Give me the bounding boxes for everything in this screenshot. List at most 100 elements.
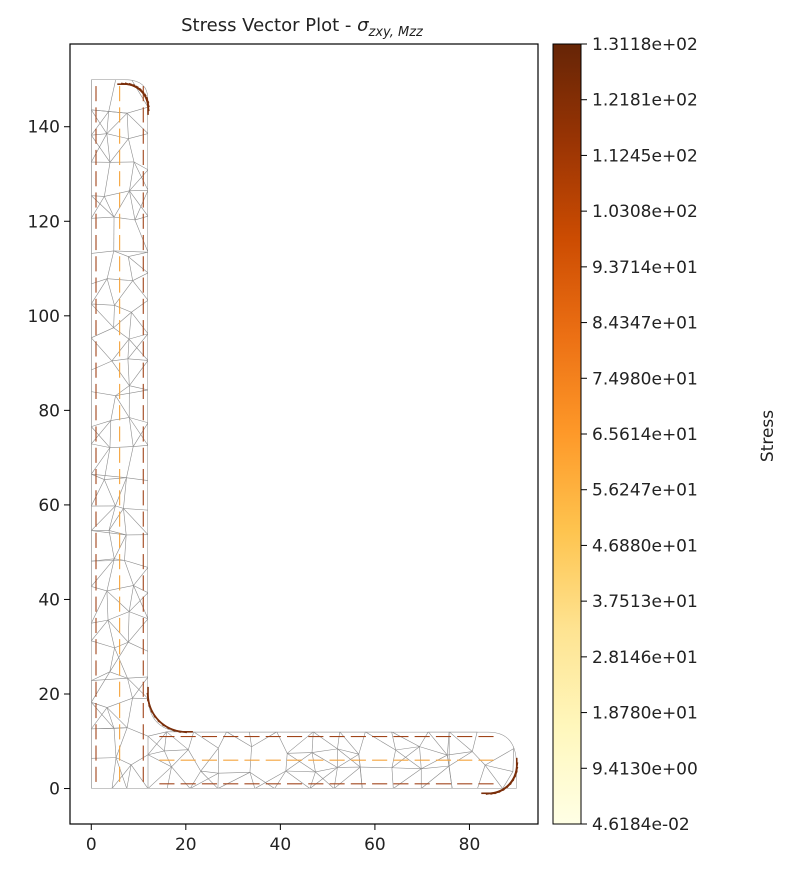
mesh-edge — [127, 339, 130, 359]
mesh-edge — [123, 477, 127, 509]
y-tick-label: 140 — [28, 118, 60, 138]
mesh-edge — [365, 731, 396, 751]
mesh-edge — [285, 753, 288, 772]
mesh-edge — [251, 731, 277, 747]
colorbar-tick-label: 8.4347e+01 — [592, 314, 698, 334]
chart-title: Stress Vector Plot - σzxy, Mzz — [181, 15, 424, 40]
colorbar-label: Stress — [758, 410, 778, 462]
mesh-edge — [133, 161, 149, 171]
mesh-edge — [126, 477, 149, 481]
colorbar-tick-label: 6.5614e+01 — [592, 425, 698, 445]
x-axis: 0 20 40 60 80 — [86, 824, 480, 855]
mesh-edge — [115, 389, 149, 396]
mesh-edge — [333, 767, 338, 789]
mesh-edge — [484, 748, 514, 766]
mesh-edge — [171, 766, 191, 789]
mesh-edge — [91, 707, 108, 730]
mesh-edge — [128, 641, 149, 652]
mesh-edge — [193, 731, 219, 749]
mesh-edge — [115, 395, 130, 418]
mesh-edge — [114, 305, 132, 313]
chart-title-subscript: zxy, Mzz — [368, 25, 425, 40]
mesh-edge — [128, 312, 132, 340]
mesh-edge — [129, 190, 136, 221]
mesh-edge — [126, 113, 149, 134]
colorbar-tick-label: 1.1245e+02 — [592, 146, 698, 166]
mesh-edge — [132, 676, 149, 699]
mesh-edge — [130, 764, 149, 789]
mesh-edge — [502, 771, 514, 789]
mesh-edge — [91, 757, 117, 759]
mesh-edge — [129, 169, 149, 192]
mesh-edge — [133, 567, 149, 586]
mesh-edge — [200, 770, 219, 774]
mesh-edge — [129, 360, 149, 386]
mesh-edge — [91, 560, 125, 562]
mesh-edge — [127, 678, 133, 699]
colorbar-tick-label: 5.6247e+01 — [592, 481, 698, 501]
mesh-edge — [124, 560, 134, 586]
mesh-edge — [189, 772, 219, 789]
y-tick-label: 120 — [28, 212, 60, 232]
mesh-edge — [91, 479, 105, 507]
mesh-edge — [115, 505, 124, 509]
mesh-edge — [115, 385, 130, 396]
colorbar-tick-label: 7.4980e+01 — [592, 369, 698, 389]
mesh-edge — [127, 358, 130, 386]
mesh-edge — [313, 731, 338, 750]
mesh-edge — [147, 731, 167, 737]
mesh-edge — [287, 752, 313, 754]
mesh-edge — [127, 676, 149, 679]
x-tick-label: 40 — [270, 835, 292, 855]
mesh-edge — [107, 619, 129, 643]
y-tick-label: 40 — [38, 590, 60, 610]
mesh-edge — [91, 640, 115, 649]
mesh-edge — [91, 473, 127, 479]
mesh-edge — [108, 79, 117, 112]
mesh-edge — [128, 138, 135, 163]
x-tick-label: 0 — [86, 835, 97, 855]
mesh-edge — [226, 731, 252, 747]
mesh-edge — [171, 749, 189, 768]
colorbar-ticks: 4.6184e-02 9.4130e+00 1.8780e+01 2.8146e+01… — [581, 35, 698, 835]
mesh-edge — [91, 505, 116, 531]
mesh-edge — [123, 508, 149, 535]
mesh-edge — [391, 749, 396, 768]
mesh-edge — [104, 196, 115, 218]
mesh-edge — [448, 751, 473, 767]
mesh-edge — [91, 195, 105, 197]
mesh-edge — [188, 731, 195, 750]
mesh-edge — [166, 731, 189, 750]
mesh-edge — [217, 772, 251, 789]
mesh-edge — [113, 250, 149, 253]
mesh-edge — [339, 731, 360, 755]
vector-layer — [95, 82, 519, 795]
mesh-edge — [108, 530, 115, 559]
mesh-edge — [123, 508, 149, 511]
mesh-edge — [218, 731, 227, 749]
mesh-edge — [164, 749, 189, 752]
mesh-edge — [106, 278, 115, 306]
mesh-edge — [126, 764, 132, 789]
mesh-edge — [91, 303, 114, 328]
mesh-edge — [129, 189, 149, 192]
mesh-edge — [114, 727, 128, 729]
mesh-edge — [91, 278, 108, 305]
mesh-edge — [91, 360, 112, 371]
mesh-edge — [91, 677, 128, 681]
mesh-edge — [111, 757, 117, 789]
y-tick-label: 20 — [38, 685, 60, 705]
mesh-edge — [126, 698, 133, 728]
mesh-edge — [106, 250, 115, 279]
mesh-edge — [91, 327, 114, 339]
mesh-edge — [104, 479, 116, 507]
mesh-edge — [315, 767, 338, 773]
mesh-edge — [127, 727, 149, 737]
mesh-edge — [106, 697, 133, 708]
mesh-edge — [128, 618, 149, 643]
mesh-edge — [106, 113, 128, 134]
mesh-edge — [134, 219, 149, 253]
mesh-edge — [131, 299, 149, 313]
mesh-edge — [91, 443, 110, 448]
chart-title-symbol: σ — [357, 15, 369, 36]
